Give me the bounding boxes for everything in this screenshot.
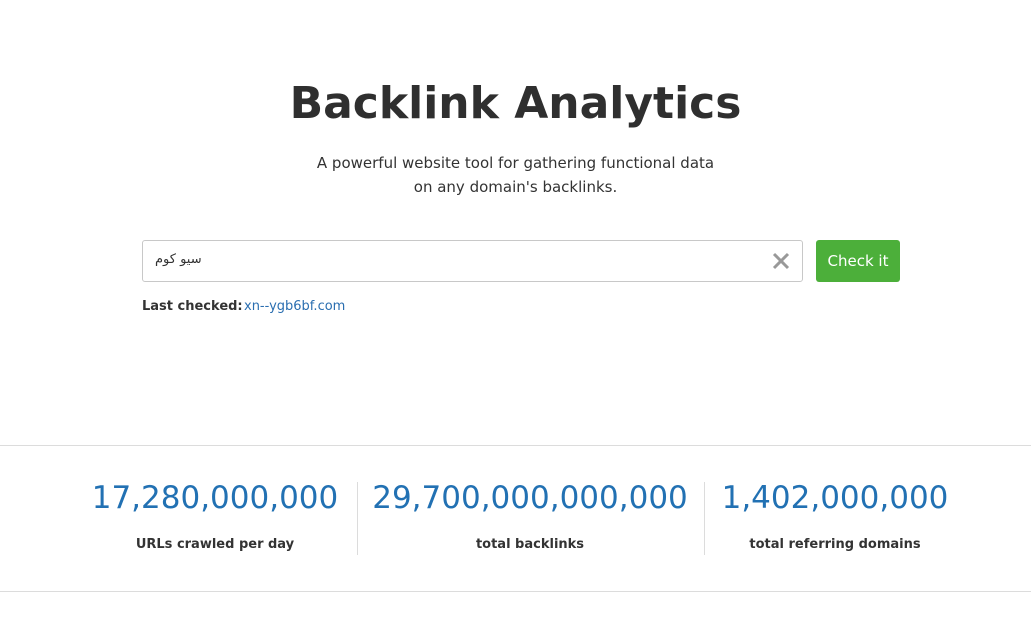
stat-value: 29,700,000,000,000 [372, 480, 688, 516]
input-value: سيو كوم [155, 252, 202, 267]
subtitle: on any domain's backlinks. [413, 178, 618, 196]
stat-label: total backlinks [475, 537, 585, 552]
stat-label: URLs crawled per day [135, 537, 295, 552]
clear-button[interactable] [772, 252, 790, 270]
search-input[interactable]: سيو كوم [142, 240, 803, 282]
check-button[interactable]: Check it [816, 240, 900, 282]
divider [0, 591, 1031, 592]
stat-value: 1,402,000,000 [721, 480, 949, 516]
last-checked-label: Last checked: [142, 299, 243, 314]
stat-label: total referring domains [749, 537, 921, 552]
stat-value: 17,280,000,000 [91, 480, 339, 516]
title: Backlink Analytics [289, 78, 742, 129]
last-checked-link[interactable]: xn--ygb6bf.com [244, 299, 346, 314]
divider [704, 482, 705, 555]
divider [357, 482, 358, 555]
divider [0, 445, 1031, 446]
subtitle: A powerful website tool for gathering fu… [316, 154, 715, 172]
